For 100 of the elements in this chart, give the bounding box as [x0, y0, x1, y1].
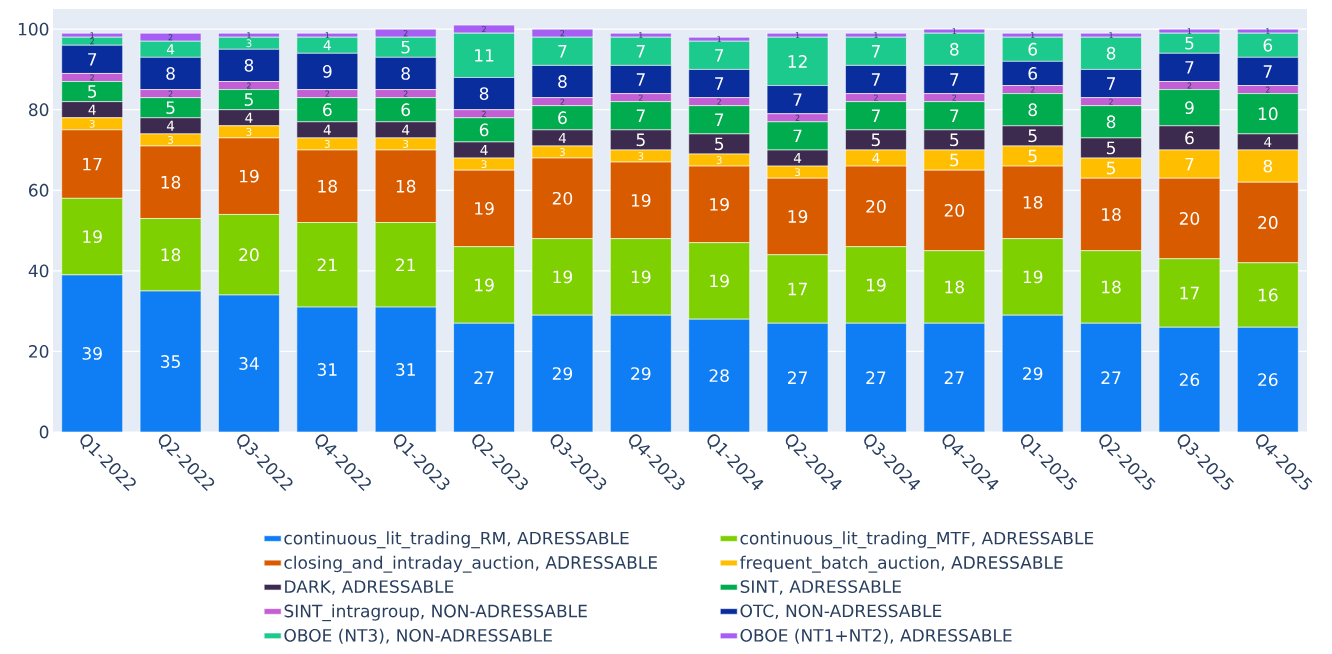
- data-label: 4: [1264, 136, 1272, 147]
- data-label: 27: [1101, 371, 1121, 384]
- data-label: 4: [245, 112, 253, 123]
- data-label: 5: [401, 40, 410, 54]
- legend-label: continuous_lit_trading_RM, ADRESSABLE: [284, 531, 629, 549]
- data-label: 18: [396, 179, 416, 193]
- data-label: 2: [638, 94, 643, 101]
- data-label: 6: [1028, 67, 1038, 80]
- data-label: 34: [239, 357, 259, 370]
- data-label: 3: [481, 160, 487, 168]
- data-label: 1: [325, 32, 330, 39]
- data-label: 8: [1028, 103, 1037, 117]
- data-label: 5: [244, 93, 253, 106]
- data-label: 8: [244, 58, 254, 72]
- data-label: 3: [403, 140, 409, 148]
- data-label: 1: [1266, 28, 1270, 35]
- data-label: 18: [1102, 280, 1121, 294]
- data-label: 5: [88, 85, 97, 98]
- legend-label: frequent_batch_auction, ADRESSABLE: [739, 555, 1063, 573]
- data-label: 5: [1106, 161, 1115, 175]
- y-tick-label: 100: [18, 22, 49, 36]
- data-label: 1: [717, 36, 722, 43]
- data-label: 5: [1028, 149, 1037, 163]
- legend-label: SINT, ADRESSABLE: [740, 580, 901, 595]
- data-label: 20: [866, 199, 886, 213]
- data-label: 3: [324, 140, 330, 148]
- data-label: 19: [788, 210, 808, 223]
- data-label: 7: [558, 45, 567, 58]
- data-label: 29: [631, 367, 651, 381]
- data-label: 18: [161, 248, 181, 262]
- data-label: 5: [636, 133, 645, 147]
- data-label: 1: [90, 32, 94, 39]
- data-label: 1: [1109, 32, 1113, 39]
- legend-label: OBOE (NT1+NT2), ADRESSABLE: [740, 628, 1012, 644]
- data-label: 7: [715, 49, 724, 62]
- data-label: 4: [402, 124, 410, 135]
- data-label: 2: [168, 34, 173, 41]
- data-label: 4: [323, 40, 331, 51]
- data-label: 6: [1185, 131, 1194, 145]
- data-label: 19: [1023, 270, 1043, 284]
- data-label: 18: [1023, 195, 1043, 209]
- data-label: 18: [161, 175, 181, 189]
- data-label: 17: [83, 157, 102, 171]
- data-label: 3: [559, 148, 565, 156]
- data-label: 2: [1030, 86, 1035, 93]
- data-label: 7: [871, 73, 880, 86]
- data-label: 7: [715, 113, 724, 126]
- legend-label: continuous_lit_trading_MTF, ADRESSABLE: [740, 531, 1094, 549]
- data-label: 2: [873, 94, 878, 101]
- data-label: 20: [1258, 216, 1278, 229]
- y-tick-label: 20: [29, 344, 49, 358]
- data-label: 3: [716, 156, 722, 164]
- legend-label: closing_and_intraday_auction, ADRESSABLE: [284, 555, 657, 573]
- data-label: 8: [1106, 115, 1116, 129]
- data-label: 26: [1179, 373, 1200, 387]
- legend-label: OTC, NON-ADRESSABLE: [740, 604, 942, 619]
- data-label: 2: [403, 90, 408, 97]
- data-label: 6: [479, 123, 489, 137]
- data-label: 8: [1263, 159, 1273, 173]
- data-label: 20: [552, 191, 573, 205]
- data-label: 20: [239, 248, 259, 262]
- data-label: 2: [168, 90, 173, 97]
- data-label: 5: [950, 133, 959, 147]
- data-label: 4: [480, 145, 488, 155]
- data-label: 2: [403, 30, 408, 37]
- data-label: 19: [867, 278, 886, 292]
- data-label: 10: [1258, 107, 1278, 121]
- y-tick-label: 80: [29, 103, 49, 117]
- data-label: 19: [631, 193, 651, 207]
- data-label: 3: [246, 39, 252, 48]
- data-label: 2: [717, 98, 721, 105]
- data-label: 2: [1265, 86, 1270, 93]
- data-label: 1: [1031, 32, 1035, 39]
- data-label: 4: [872, 153, 880, 164]
- data-label: 6: [401, 103, 411, 117]
- data-label: 1: [639, 32, 643, 39]
- data-label: 4: [558, 132, 567, 143]
- data-label: 3: [246, 127, 252, 136]
- data-label: 1: [874, 32, 878, 39]
- data-label: 31: [396, 363, 415, 376]
- data-label: 18: [318, 179, 337, 193]
- data-label: 7: [793, 129, 802, 143]
- data-label: 7: [793, 93, 802, 106]
- legend-label: SINT_intragroup, NON-ADRESSABLE: [284, 604, 587, 622]
- data-label: 7: [1185, 61, 1194, 74]
- data-label: 6: [1263, 38, 1273, 52]
- data-label: 9: [322, 65, 332, 78]
- data-label: 3: [89, 119, 95, 128]
- data-label: 19: [710, 197, 729, 211]
- data-label: 28: [709, 369, 729, 383]
- data-label: 2: [952, 94, 957, 101]
- data-label: 19: [475, 201, 494, 215]
- data-label: 3: [795, 168, 801, 177]
- data-label: 7: [88, 53, 97, 66]
- data-label: 20: [944, 203, 964, 217]
- data-label: 5: [1028, 129, 1037, 143]
- data-label: 20: [1179, 212, 1200, 225]
- data-label: 19: [631, 270, 651, 284]
- data-label: 19: [83, 230, 102, 244]
- data-label: 18: [945, 280, 964, 294]
